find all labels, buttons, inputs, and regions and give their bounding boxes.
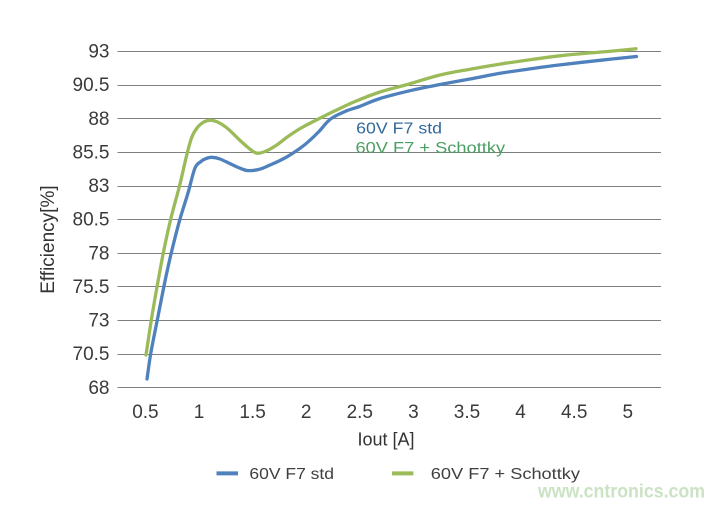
svg-text:3.5: 3.5: [454, 402, 480, 423]
svg-text:2.5: 2.5: [347, 402, 373, 423]
svg-text:Efficiency[%]: Efficiency[%]: [38, 185, 59, 293]
svg-text:4.5: 4.5: [561, 402, 587, 423]
svg-text:60V F7 + Schottky: 60V F7 + Schottky: [431, 466, 580, 483]
svg-text:Iout [A]: Iout [A]: [357, 430, 414, 450]
svg-text:1: 1: [194, 402, 205, 423]
svg-text:60V F7 std: 60V F7 std: [356, 121, 442, 138]
svg-text:83: 83: [88, 176, 109, 197]
svg-text:1.5: 1.5: [239, 402, 265, 423]
svg-text:4: 4: [515, 402, 526, 423]
svg-text:5: 5: [623, 402, 634, 423]
svg-text:88: 88: [88, 109, 109, 130]
svg-text:80.5: 80.5: [73, 210, 110, 231]
svg-text:0.5: 0.5: [132, 402, 158, 423]
svg-text:60V F7 std: 60V F7 std: [249, 466, 334, 483]
svg-text:60V F7 + Schottky: 60V F7 + Schottky: [356, 140, 506, 157]
svg-text:78: 78: [88, 243, 109, 264]
svg-text:75.5: 75.5: [73, 277, 110, 298]
svg-text:www.cntronics.com: www.cntronics.com: [537, 482, 705, 503]
svg-text:3: 3: [408, 402, 419, 423]
svg-text:93: 93: [88, 42, 109, 63]
svg-text:68: 68: [88, 378, 109, 399]
svg-text:70.5: 70.5: [73, 344, 110, 365]
svg-text:73: 73: [88, 311, 109, 332]
svg-text:85.5: 85.5: [73, 142, 110, 163]
svg-text:90.5: 90.5: [73, 75, 110, 96]
svg-text:2: 2: [301, 402, 312, 423]
